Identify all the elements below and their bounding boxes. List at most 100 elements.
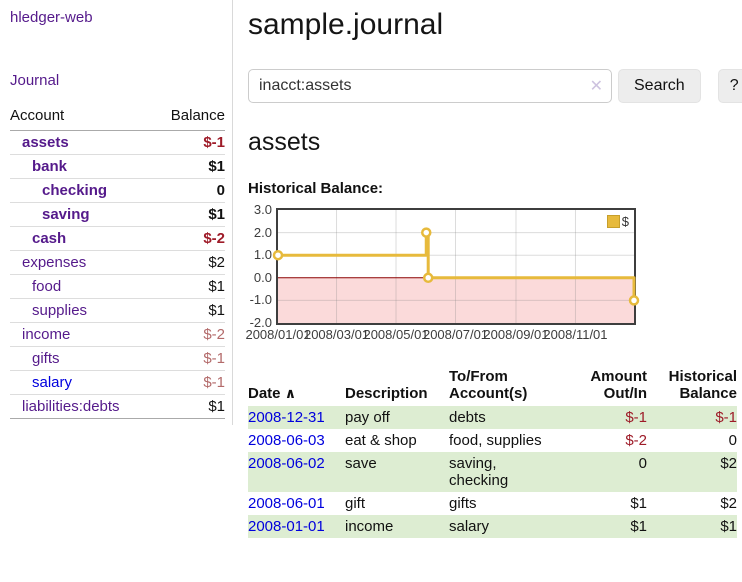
account-link[interactable]: bank (32, 158, 68, 175)
search-input[interactable] (248, 69, 612, 103)
account-link[interactable]: gifts (32, 350, 60, 367)
page: hledger-web Journal Account Balance asse… (10, 0, 742, 538)
account-balance: $-1 (153, 130, 225, 155)
account-row: checking 0 (10, 178, 225, 203)
accounts-table: Account Balance assets $-1 bank $1 checking 0… (10, 103, 225, 425)
clear-search-icon[interactable]: ✕ (589, 78, 603, 95)
header-date[interactable]: Date ∧ (248, 366, 345, 406)
account-row: cash $-2 (10, 226, 225, 251)
x-tick-label: 2008/07/01 (422, 327, 489, 342)
txn-description: pay off (345, 409, 390, 426)
x-tick-label: 2008/11/01 (543, 327, 608, 342)
account-balance: $1 (153, 274, 225, 299)
txn-date-link[interactable]: 2008-01-01 (248, 518, 325, 535)
txn-amount: $-1 (625, 409, 647, 426)
search-form: ✕ Search ? (248, 69, 742, 103)
account-row: liabilities:debts $1 (10, 394, 225, 419)
txn-balance: 0 (728, 432, 737, 449)
account-balance: $1 (153, 298, 225, 323)
account-link[interactable]: expenses (22, 254, 87, 271)
txn-date: 2008-06-02 (248, 452, 345, 492)
account-balance: $1 (153, 202, 225, 227)
legend-label: $ (621, 214, 629, 229)
account-link[interactable]: cash (32, 230, 67, 247)
header-date-label: Date (248, 385, 281, 402)
transaction-row: 2008-01-01 income salary $1 $1 (248, 515, 737, 538)
app-title-link[interactable]: hledger-web (10, 9, 93, 26)
txn-description: save (345, 455, 377, 472)
account-balance: $1 (153, 154, 225, 179)
account-link[interactable]: salary (32, 374, 73, 391)
txn-amount: $1 (630, 495, 647, 512)
y-tick-label: 0.0 (253, 269, 272, 285)
account-link[interactable]: checking (42, 182, 108, 199)
account-balance: $-1 (153, 346, 225, 371)
y-tick-label: 3.0 (253, 202, 272, 217)
txn-accounts: debts (449, 409, 486, 426)
y-tick-label: 1.0 (253, 247, 272, 263)
main-content: sample.journal ✕ Search ? assets Histori… (233, 0, 742, 538)
account-balance: $2 (153, 250, 225, 275)
chart-legend: $ (606, 214, 629, 229)
account-row: food $1 (10, 274, 225, 299)
transactions-header-row: Date ∧ Description To/From Account(s) Am… (248, 366, 737, 406)
txn-date-link[interactable]: 2008-06-03 (248, 432, 325, 449)
txn-description: eat & shop (345, 432, 417, 449)
account-link[interactable]: supplies (32, 302, 88, 319)
chart-plot-area[interactable]: $ (272, 208, 640, 325)
account-link[interactable]: assets (22, 134, 69, 151)
txn-balance: $-1 (715, 409, 737, 426)
account-balance: $-2 (153, 322, 225, 347)
y-tick-label: -2.0 (249, 315, 272, 330)
txn-accounts: salary (449, 518, 490, 535)
page-title: sample.journal (248, 8, 444, 41)
account-row: supplies $1 (10, 298, 225, 323)
transaction-row: 2008-06-01 gift gifts $1 $2 (248, 492, 737, 515)
account-row: bank $1 (10, 154, 225, 179)
account-balance: $-1 (153, 370, 225, 395)
account-link[interactable]: income (22, 326, 71, 343)
accounts-total-value (153, 418, 225, 425)
txn-amount: $1 (630, 518, 647, 535)
x-tick-label: 2008/01/01 (245, 327, 311, 342)
txn-amount: 0 (638, 455, 647, 472)
account-balance: $1 (153, 394, 225, 419)
accounts-header-account: Account (10, 107, 65, 124)
txn-amount: $-2 (625, 432, 647, 449)
y-tick-label: -1.0 (249, 292, 272, 308)
txn-date: 2008-01-01 (248, 515, 345, 538)
account-link[interactable]: liabilities:debts (22, 398, 120, 415)
account-row: salary $-1 (10, 370, 225, 395)
txn-accounts: saving, checking (449, 455, 509, 489)
historical-balance-chart: 3.0 2.0 1.0 0.0 -1.0 -2.0 $ 2008/01/01 2008/03… (245, 202, 742, 343)
txn-date-link[interactable]: 2008-06-01 (248, 495, 325, 512)
account-row: expenses $2 (10, 250, 225, 275)
sort-asc-icon: ∧ (284, 385, 297, 401)
search-button[interactable]: Search (618, 69, 701, 103)
help-button[interactable]: ? (717, 69, 742, 103)
txn-balance: $2 (720, 495, 737, 512)
txn-description: gift (345, 495, 366, 512)
txn-accounts: food, supplies (449, 432, 542, 449)
txn-date-link[interactable]: 2008-06-02 (248, 455, 325, 472)
txn-date: 2008-06-01 (248, 492, 345, 515)
x-tick-label: 2008/09/01 (483, 327, 549, 342)
account-heading: assets (248, 128, 321, 156)
y-tick-label: 2.0 (253, 224, 272, 240)
account-link[interactable]: saving (42, 206, 90, 223)
chart-y-axis: 3.0 2.0 1.0 0.0 -1.0 -2.0 (248, 202, 276, 330)
account-balance: 0 (153, 178, 225, 203)
header-balance: Historical Balance (668, 368, 737, 402)
chart-x-axis: 2008/01/01 2008/03/01 2008/05/01 2008/07/01… (245, 325, 636, 343)
account-row: assets $-1 (10, 130, 225, 155)
txn-date-link[interactable]: 2008-12-31 (248, 409, 325, 426)
txn-date: 2008-12-31 (248, 406, 345, 429)
account-row: saving $1 (10, 202, 225, 227)
account-link[interactable]: food (32, 278, 62, 295)
transaction-row: 2008-06-03 eat & shop food, supplies $-2 0 (248, 429, 737, 452)
sidebar-item-journal[interactable]: Journal (10, 72, 60, 89)
search-box: ✕ (248, 69, 612, 103)
x-tick-label: 2008/03/01 (303, 327, 370, 342)
txn-description: income (345, 518, 394, 535)
txn-balance: $1 (720, 518, 737, 535)
